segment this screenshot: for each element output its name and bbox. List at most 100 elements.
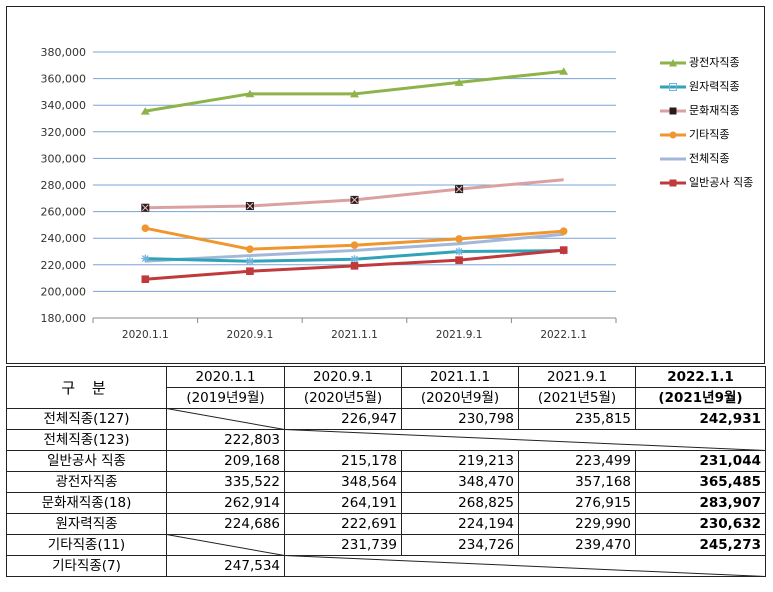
blank-cell-span [284,555,766,577]
table-row: 일반공사 직종 209,168 215,178 219,213 223,499 231,0… [6,450,766,472]
series-point-d2 [141,255,149,263]
legend-item: 기타직종 [659,129,759,153]
legend-label: 기타직종 [689,128,730,141]
series-point [454,78,464,86]
legend-swatch [660,157,686,161]
column-header-basis: (2019년9월) [166,387,285,409]
table-cell: 235,815 [518,408,636,430]
x-tick-label: 2021.1.1 [331,329,378,341]
row-label: 원자력직종 [6,513,167,535]
column-header-basis: (2020년5월) [284,387,402,409]
table-cell: 283,907 [635,492,766,514]
table-cell: 230,798 [401,408,519,430]
blank-cell-span [284,429,766,451]
y-tick-label: 220,000 [41,259,87,272]
y-tick-label: 200,000 [41,285,87,298]
table-cell: 247,534 [166,555,285,577]
table-cell: 262,914 [166,492,285,514]
legend-label: 광전자직종 [689,56,740,69]
row-label: 광전자직종 [6,471,167,493]
legend-item: 원자력직종 [659,81,759,105]
table-header-row: 구 분 2020.1.1 2020.9.1 2021.1.1 2021.9.1 2022.… [6,366,766,409]
series-point [455,256,463,264]
table-cell: 245,273 [635,534,766,556]
legend-item: 광전자직종 [659,57,759,81]
column-header-date: 2022.1.1 [635,366,766,388]
x-tick-label: 2021.9.1 [436,329,483,341]
table-cell: 365,485 [635,471,766,493]
row-label: 일반공사 직종 [6,450,167,472]
table-cell: 335,522 [166,471,285,493]
column-header-date: 2020.9.1 [284,366,402,388]
series-point-x [246,202,254,210]
chart-plot: 180,000 200,000 220,000 240,000 260,000 280,0… [41,46,617,341]
table-cell: 348,470 [401,471,519,493]
table-cell: 234,726 [401,534,519,556]
series-point-d2 [455,248,463,255]
table-cell: 224,686 [166,513,285,535]
table-cell: 242,931 [635,408,766,430]
table-cell: 268,825 [401,492,519,514]
legend-label: 일반공사 직종 [689,176,754,189]
series-point [559,246,568,254]
table-cell: 209,168 [166,450,285,472]
series-point [559,67,569,75]
table-row: 기타직종(7) 247,534 [6,555,766,577]
row-label: 문화재직종(18) [6,492,167,514]
legend-label: 원자력직종 [689,80,740,93]
row-label: 기타직종(7) [6,555,167,577]
legend-swatch [660,59,686,67]
table-cell: 219,213 [401,450,519,472]
table-row: 원자력직종 224,686 222,691 224,194 229,990 230,632 [6,513,766,535]
x-tick-label: 2022.1.1 [540,329,587,341]
y-tick-label: 340,000 [41,99,87,112]
series-point [140,107,150,115]
table-cell: 215,178 [284,450,402,472]
table-row: 문화재직종(18) 262,914 264,191 268,825 276,915 283… [6,492,766,514]
legend-swatch [660,131,686,139]
y-tick-label: 180,000 [41,312,87,325]
table-row: 광전자직종 335,522 348,564 348,470 357,168 365,485 [6,471,766,493]
table-row: 전체직종(127) 226,947 230,798 235,815 242,931 [6,408,766,430]
table-header-row: (2019년9월) (2020년5월) (2020년9월) (2021년5월) (202… [7,387,766,409]
table-cell: 357,168 [518,471,636,493]
line-chart: 180,000 200,000 220,000 240,000 260,000 280,0… [6,6,765,364]
series-point [141,275,150,284]
legend-label: 문화재직종 [689,104,740,117]
series-point [350,241,359,250]
legend-item: 문화재직종 [659,105,759,129]
series-point-d2 [351,255,358,263]
table-cell: 348,564 [284,471,402,493]
y-tick-label: 300,000 [41,152,87,165]
table-cell [166,534,285,556]
legend-item: 전체직종 [659,153,759,177]
x-tick-label: 2020.1.1 [122,329,169,341]
table-cell: 230,632 [635,513,766,535]
series-point-x [351,196,358,204]
y-tick-label: 320,000 [41,126,87,139]
legend-item: 일반공사 직종 [659,177,759,213]
y-tick-label: 280,000 [41,179,87,192]
table-cell [166,408,285,430]
column-header-date: 2021.9.1 [518,366,636,388]
table-cell: 231,044 [635,450,766,472]
table-cell: 239,470 [518,534,636,556]
y-tick-label: 380,000 [41,46,87,59]
y-tick-label: 360,000 [41,73,87,86]
series-point [350,262,359,270]
column-header-basis: (2021년5월) [518,387,636,409]
table-cell: 276,915 [518,492,636,514]
legend-label: 전체직종 [689,152,730,165]
row-label: 전체직종(123) [6,429,167,451]
series-point [245,89,255,98]
legend-swatch [660,107,686,115]
column-header-basis: (2021년9월) [635,387,766,409]
row-label: 기타직종(11) [6,534,167,556]
column-header-gubun: 구 분 [6,366,167,409]
series-point-d2 [246,257,254,265]
x-tick-label: 2020.9.1 [227,329,274,341]
series-point [350,89,359,98]
column-header-date: 2021.1.1 [401,366,519,388]
table-cell: 229,990 [518,513,636,535]
